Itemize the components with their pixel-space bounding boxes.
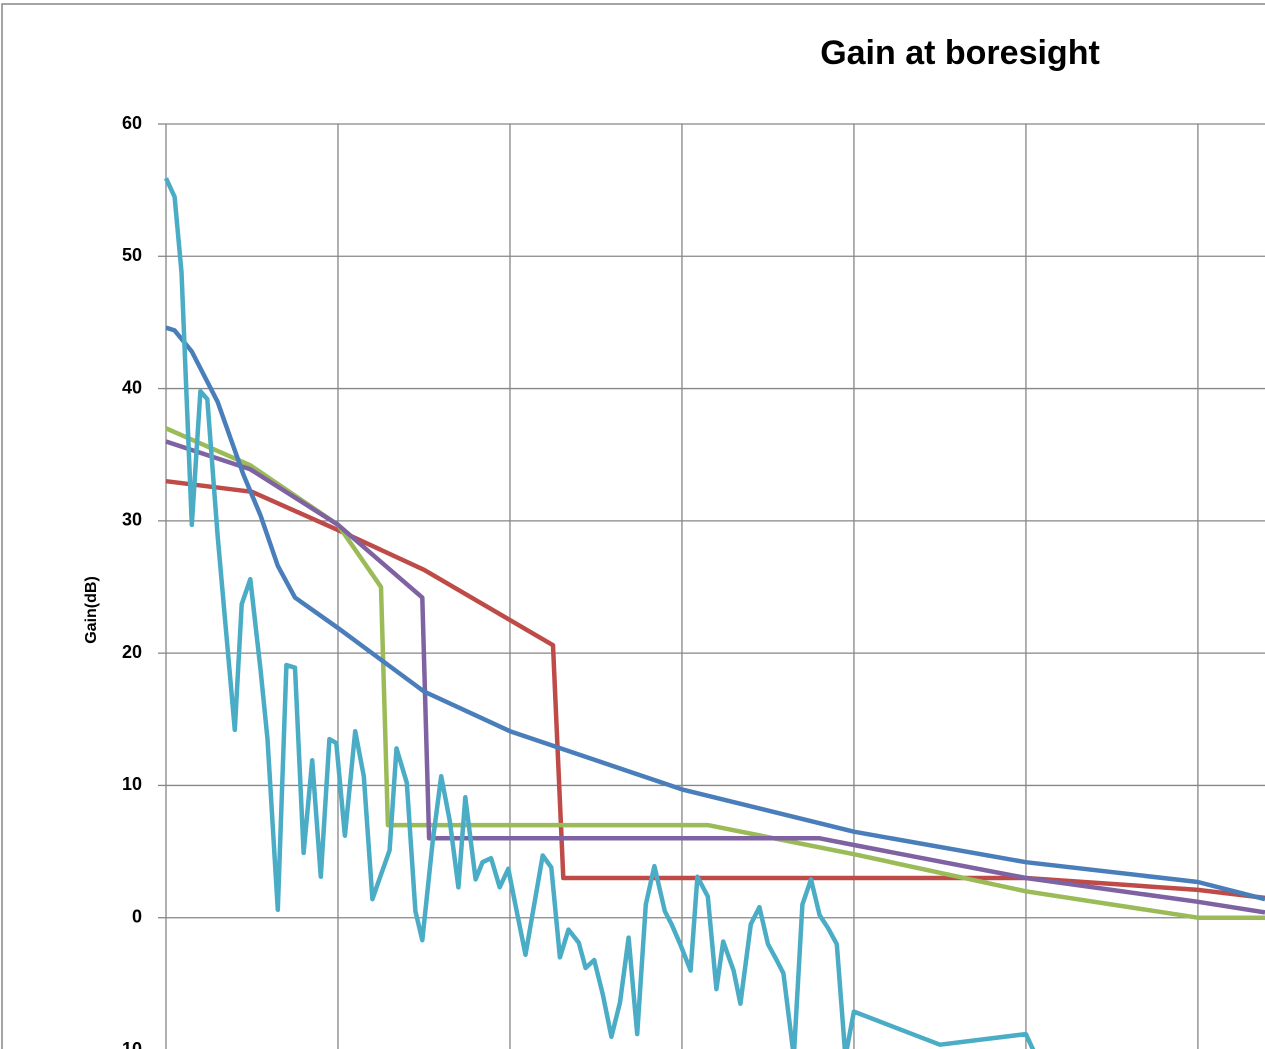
y-tick-label: 0 (132, 906, 142, 926)
series-line (165, 478, 1265, 901)
y-tick-label: 50 (122, 245, 142, 265)
series-line (163, 177, 1036, 1049)
series-line (165, 439, 1265, 915)
chart-title: Gain at boresight (820, 34, 1100, 72)
y-axis-label: Gain(dB) (83, 576, 100, 644)
chart-frame (1, 3, 1265, 1049)
y-tick-label: -10 (116, 1039, 142, 1049)
y-tick-label: 60 (122, 113, 142, 133)
y-tick-label: 10 (122, 774, 142, 794)
y-tick-label: 30 (122, 510, 142, 530)
y-tick-label: 40 (122, 377, 142, 397)
series-line (165, 325, 1265, 902)
y-tick-label: 20 (122, 642, 142, 662)
